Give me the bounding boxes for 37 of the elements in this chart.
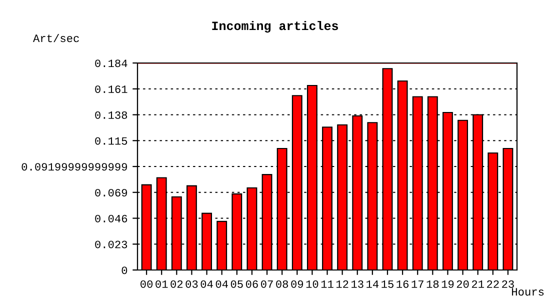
- x-tick-label: 03: [186, 280, 198, 288]
- x-tick-label: 02: [170, 280, 183, 288]
- y-tick-label: 0.09199999999999: [22, 163, 127, 171]
- x-tick-label: 08: [276, 280, 288, 288]
- x-tick-label: 06: [246, 280, 258, 288]
- y-tick-label: 0.184: [95, 60, 128, 68]
- x-tick-label: 20: [456, 280, 469, 288]
- x-tick-label: 19: [442, 280, 454, 288]
- y-tick-label: 0.115: [95, 137, 128, 145]
- y-tick-label: 0.069: [95, 188, 128, 197]
- x-tick-label: 07: [261, 280, 273, 288]
- x-tick-label: 18: [426, 280, 439, 288]
- x-tick-label: 14: [366, 280, 379, 288]
- x-tick-label: 22: [487, 280, 499, 288]
- x-tick-label: 17: [412, 280, 424, 288]
- y-tick-label: 0.023: [95, 240, 128, 248]
- x-tick-label: 23: [502, 280, 514, 288]
- x-tick-label: 13: [352, 280, 364, 288]
- x-tick-label: 09: [291, 280, 304, 288]
- x-tick-label: 11: [321, 280, 334, 288]
- x-tick-label: 16: [396, 280, 408, 288]
- chart-title: Incoming articles: [212, 20, 338, 33]
- x-tick-label: 15: [382, 280, 394, 288]
- y-tick-label: 0: [122, 266, 128, 274]
- y-tick-label: 0.046: [95, 214, 128, 222]
- x-tick-label: 05: [230, 280, 243, 288]
- y-tick-label: 0.161: [95, 85, 128, 94]
- x-tick-label: 04: [200, 280, 213, 288]
- y-tick-label: 0.138: [95, 111, 128, 119]
- x-tick-label: 01: [156, 280, 168, 288]
- x-axis-title: Hours: [512, 288, 544, 296]
- y-axis-title: Art/sec: [33, 34, 79, 42]
- x-tick-label: 10: [306, 280, 318, 288]
- x-tick-label: 04: [216, 280, 228, 288]
- x-tick-label: 12: [336, 280, 348, 288]
- x-tick-label: 00: [140, 280, 153, 288]
- x-tick-label: 21: [472, 280, 484, 288]
